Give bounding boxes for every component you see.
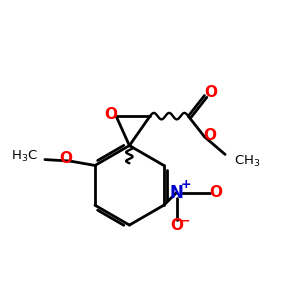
Text: O: O [104, 107, 117, 122]
Text: N: N [169, 184, 183, 202]
Text: H$_3$C: H$_3$C [11, 149, 38, 164]
Text: −: − [179, 214, 190, 227]
Text: +: + [181, 178, 191, 191]
Text: O: O [203, 128, 216, 143]
Text: O: O [204, 85, 217, 100]
Text: O: O [59, 151, 72, 166]
Text: CH$_3$: CH$_3$ [234, 154, 260, 169]
Text: O: O [210, 185, 223, 200]
Text: O: O [170, 218, 183, 232]
